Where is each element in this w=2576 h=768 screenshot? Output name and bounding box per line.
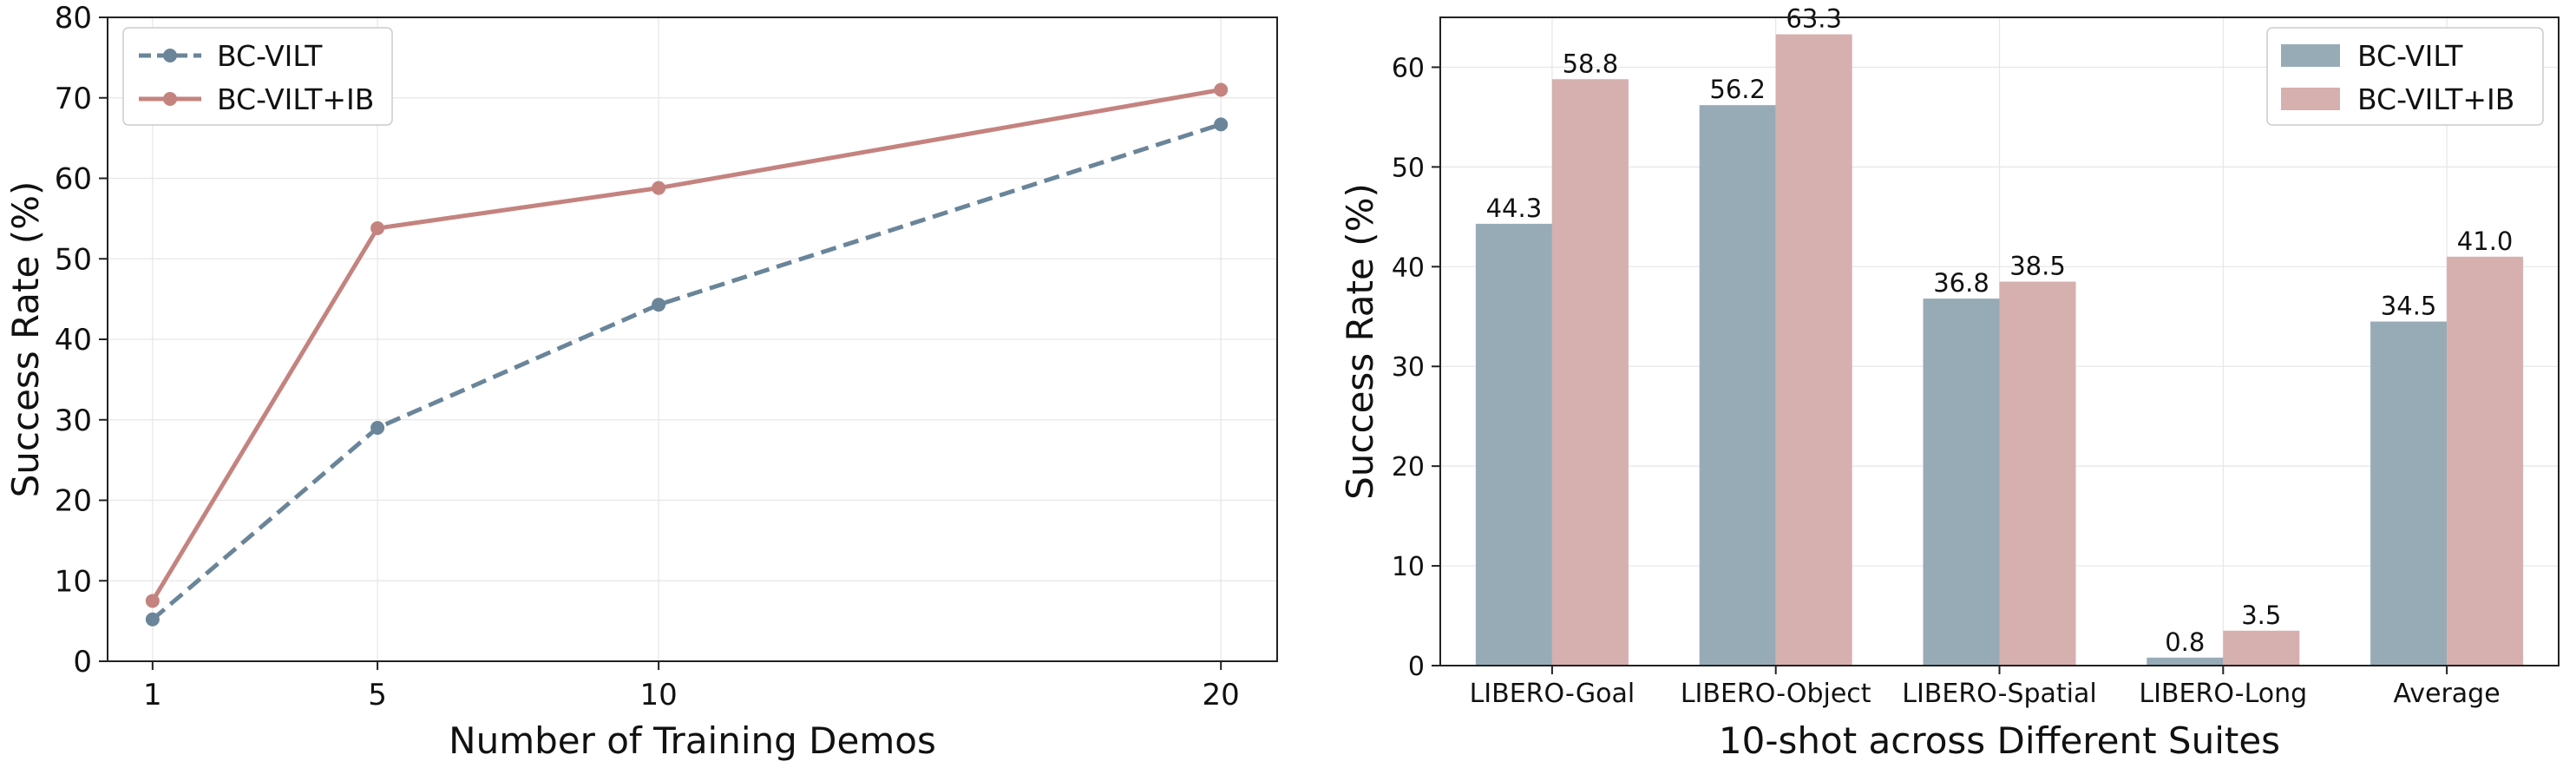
bar-0: [1699, 105, 1776, 666]
bar-value-label: 44.3: [1486, 194, 1543, 223]
y-tick-label: 80: [55, 1, 92, 36]
bar-value-label: 36.8: [1933, 268, 1989, 298]
bar-1: [1999, 281, 2076, 666]
y-tick-label: 70: [55, 82, 92, 116]
data-point: [652, 181, 666, 195]
y-axis-label: Success Rate (%): [1339, 183, 1381, 500]
y-tick-label: 40: [1392, 253, 1425, 283]
data-point: [370, 421, 385, 436]
x-tick-label: 1: [143, 678, 162, 712]
legend-swatch-1: [2281, 88, 2340, 110]
bar-1: [1551, 79, 1629, 666]
data-point: [652, 298, 666, 312]
y-tick-label: 50: [1392, 153, 1425, 183]
y-tick-label: 50: [55, 242, 92, 277]
bar-1: [2223, 630, 2300, 666]
bar-value-label: 41.0: [2457, 226, 2514, 256]
y-axis-label: Success Rate (%): [4, 181, 47, 498]
legend-marker-0: [163, 49, 177, 62]
legend-swatch-0: [2281, 44, 2340, 67]
y-tick-label: 10: [55, 564, 92, 599]
bar-0: [1923, 299, 2000, 666]
y-tick-label: 30: [55, 404, 92, 438]
x-tick-label: LIBERO-Spatial: [1902, 679, 2097, 709]
legend-label-1: BC-VILT+IB: [217, 82, 374, 116]
bar-1: [1775, 34, 1852, 666]
x-tick-label: LIBERO-Goal: [1470, 679, 1635, 709]
y-tick-label: 60: [1392, 53, 1425, 83]
legend-label-0: BC-VILT: [2357, 39, 2463, 73]
y-tick-label: 40: [55, 323, 92, 358]
series-line-0: [151, 121, 1222, 621]
bar-0: [1475, 223, 1552, 666]
x-tick-label: Average: [2393, 679, 2500, 709]
bar-value-label: 3.5: [2241, 601, 2281, 630]
y-tick-label: 60: [55, 162, 92, 197]
y-tick-label: 20: [55, 484, 92, 519]
bar-value-label: 0.8: [2165, 627, 2205, 657]
x-tick-label: 5: [368, 678, 387, 712]
y-tick-label: 20: [1392, 452, 1425, 482]
x-tick-label: LIBERO-Object: [1681, 679, 1871, 709]
bar-value-label: 56.2: [1709, 75, 1766, 104]
bar-1: [2447, 256, 2524, 666]
data-point: [145, 612, 160, 627]
bar-value-label: 38.5: [2009, 252, 2066, 281]
y-tick-label: 0: [1408, 652, 1425, 682]
bar-value-label: 63.3: [1786, 4, 1842, 34]
x-tick-label: 10: [639, 678, 677, 712]
data-point: [145, 594, 160, 608]
bar-value-label: 58.8: [1563, 49, 1619, 78]
y-tick-label: 0: [73, 645, 92, 679]
legend-marker-1: [163, 92, 177, 106]
data-point: [1214, 117, 1229, 132]
bar-0: [2147, 657, 2224, 666]
x-axis-label: 10-shot across Different Suites: [1719, 719, 2280, 762]
data-point: [1214, 82, 1229, 97]
y-tick-label: 10: [1392, 552, 1425, 582]
data-point: [370, 221, 385, 236]
x-tick-label: LIBERO-Long: [2139, 679, 2307, 709]
bar-value-label: 34.5: [2381, 292, 2437, 321]
y-tick-label: 30: [1392, 352, 1425, 383]
x-tick-label: 20: [1203, 678, 1240, 712]
legend-label-0: BC-VILT: [217, 39, 323, 73]
x-axis-label: Number of Training Demos: [449, 719, 936, 762]
line-chart: 0 10 20 30 40 50 60 70 80 1 5 10 20 Number of Trainin…: [4, 1, 1278, 762]
legend-label-1: BC-VILT+IB: [2357, 82, 2514, 116]
bar-chart: 44.3 56.2 36.8 0.8 34.5 58.8 63.3 38.5 3.5 41.0 0 1…: [1339, 4, 2560, 762]
bar-0: [2370, 321, 2448, 666]
series-line-1: [150, 88, 1222, 602]
